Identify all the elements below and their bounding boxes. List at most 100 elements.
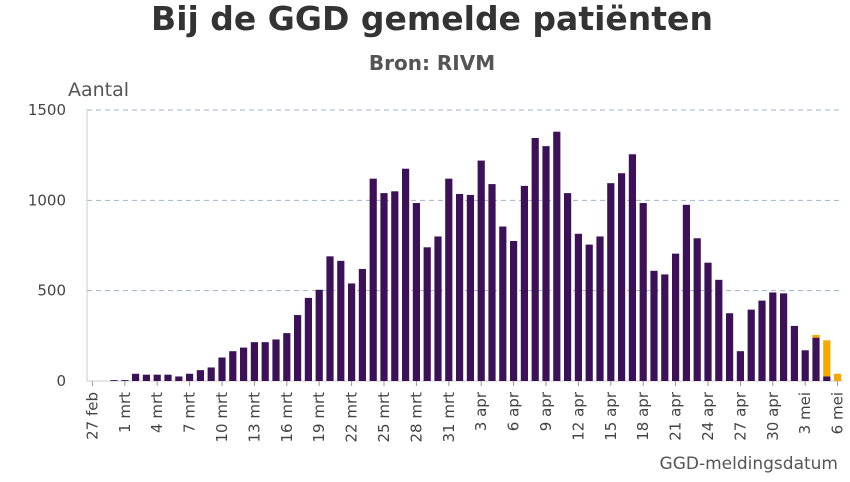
bar <box>391 191 399 381</box>
x-tick-label: 10 mrt <box>213 392 231 443</box>
x-tick-label: 13 mrt <box>245 392 263 443</box>
bar <box>261 342 269 381</box>
bar <box>121 380 129 381</box>
bar <box>488 184 496 381</box>
x-tick-label: 21 apr <box>667 391 685 441</box>
x-axis-label: GGD-meldingsdatum <box>660 454 838 474</box>
bar <box>326 256 334 381</box>
x-tick-label: 15 apr <box>602 391 620 441</box>
bar <box>304 297 312 381</box>
bar <box>218 357 226 381</box>
x-tick-label: 12 apr <box>569 391 587 441</box>
bar <box>834 373 842 381</box>
bar <box>132 373 140 381</box>
bar <box>164 374 172 381</box>
x-tick-label: 31 mrt <box>440 392 458 443</box>
bar <box>348 283 356 381</box>
bar <box>672 253 680 381</box>
x-tick-label: 28 mrt <box>407 392 425 443</box>
x-tick-label: 24 apr <box>699 391 717 441</box>
bar <box>607 183 615 381</box>
chart-subtitle: Bron: RIVM <box>369 51 495 75</box>
x-tick-label: 25 mrt <box>375 392 393 443</box>
bar <box>574 233 582 381</box>
bar <box>780 293 788 381</box>
bar <box>726 313 734 381</box>
bar <box>445 178 453 381</box>
x-tick-label: 27 feb <box>83 392 101 440</box>
bar <box>153 374 161 381</box>
bar <box>769 292 777 381</box>
bar <box>423 247 431 381</box>
bar <box>747 309 755 381</box>
x-tick-label: 19 mrt <box>310 392 328 443</box>
bar <box>704 262 712 381</box>
x-tick-label: 16 mrt <box>278 392 296 443</box>
bar <box>693 238 701 381</box>
bar <box>402 168 410 381</box>
x-tick-label: 3 apr <box>472 391 490 431</box>
y-tick-label: 1500 <box>28 101 66 119</box>
bar <box>110 380 118 381</box>
bar <box>812 337 820 381</box>
bar <box>434 236 442 381</box>
bar <box>596 236 604 381</box>
bar <box>412 203 420 381</box>
bar <box>272 339 280 381</box>
bar <box>186 373 194 381</box>
bar <box>315 289 323 381</box>
bar <box>294 315 302 381</box>
bar <box>477 160 485 381</box>
bar <box>369 178 377 381</box>
x-tick-label: 3 mei <box>796 392 814 434</box>
bar <box>639 203 647 381</box>
x-tick-label: 30 apr <box>764 391 782 441</box>
x-tick-label: 6 mei <box>829 392 847 434</box>
bar <box>207 367 215 381</box>
bar <box>553 131 561 381</box>
y-axis-label: Aantal <box>68 79 129 101</box>
bar <box>618 173 626 381</box>
bar <box>337 260 345 381</box>
bar <box>456 194 464 381</box>
bar <box>250 342 258 381</box>
bar <box>175 376 183 381</box>
bar <box>510 240 518 381</box>
bar <box>380 193 388 381</box>
bar <box>585 244 593 381</box>
bar <box>229 351 237 381</box>
x-tick-label: 4 mrt <box>148 392 166 433</box>
bar <box>790 325 798 381</box>
bar <box>823 340 831 377</box>
bar <box>520 185 528 381</box>
bar <box>715 279 723 381</box>
x-tick-label: 1 mrt <box>116 392 134 433</box>
y-tick-label: 0 <box>56 372 66 390</box>
bar <box>358 268 366 381</box>
x-tick-label: 22 mrt <box>343 392 361 443</box>
bar <box>499 226 507 381</box>
bar <box>283 333 291 381</box>
bar <box>823 376 831 381</box>
bar <box>682 204 690 381</box>
x-tick-label: 7 mrt <box>181 392 199 433</box>
bar <box>758 300 766 381</box>
x-tick-label: 6 apr <box>505 391 523 431</box>
y-tick-label: 500 <box>37 282 66 300</box>
x-tick-label: 9 apr <box>537 391 555 431</box>
bar <box>466 194 474 381</box>
bar <box>531 138 539 381</box>
bar <box>812 334 820 338</box>
bar <box>196 370 204 381</box>
bar <box>736 351 744 381</box>
bar <box>542 146 550 381</box>
bar <box>142 374 150 381</box>
bar <box>628 154 636 381</box>
chart-title: Bij de GGD gemelde patiënten <box>151 0 713 38</box>
bar <box>650 270 658 381</box>
bar <box>801 350 809 381</box>
x-tick-label: 18 apr <box>634 391 652 441</box>
x-tick-label: 27 apr <box>731 391 749 441</box>
bar <box>661 274 669 381</box>
